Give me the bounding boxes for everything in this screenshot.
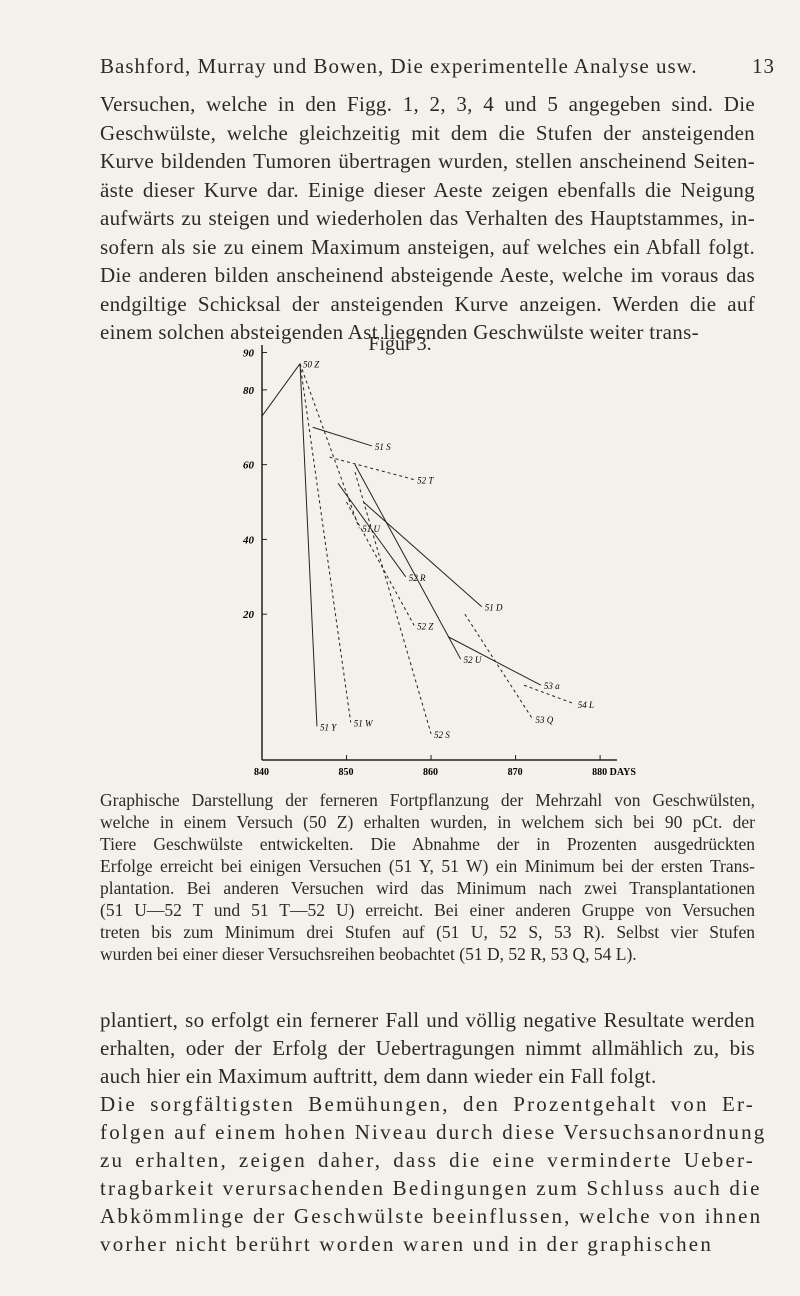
page-number: 13 xyxy=(752,54,775,78)
text-line: plantation. Bei anderen Versuchen wird d… xyxy=(100,878,755,898)
text-line: Geschwülste, welche gleichzeitig mit dem… xyxy=(100,120,755,145)
x-tick-label: 860 xyxy=(423,767,438,778)
text-line: äste dieser Kurve dar. Einige dieser Aes… xyxy=(100,177,755,202)
y-tick-label: 80 xyxy=(243,385,255,397)
series-line xyxy=(299,363,360,529)
series-label: 51 D xyxy=(485,603,503,613)
text-line: welche in einem Versuch (50 Z) erhalten … xyxy=(100,812,755,832)
text-line: endgiltige Schicksal der ansteigenden Ku… xyxy=(100,291,755,316)
text-line: wurden bei einer dieser Versuchsreihen b… xyxy=(100,944,637,964)
series-label: 52 Z xyxy=(417,621,434,631)
text-line: vorher nicht berührt worden waren und in… xyxy=(100,1232,714,1256)
series-label: 50 Z xyxy=(303,360,320,370)
figure-label: Figur 3. xyxy=(368,333,432,355)
text-line: erhalten, oder der Erfolg der Uebertragu… xyxy=(100,1036,755,1060)
y-tick-label: 90 xyxy=(243,347,255,359)
series-line xyxy=(363,501,483,608)
series-label: 54 L xyxy=(578,700,594,710)
series-line xyxy=(464,613,533,720)
series-line xyxy=(329,456,415,481)
text-line: Erfolge erreicht bei einigen Versuchen (… xyxy=(100,856,755,876)
text-line: Kurve bildenden Tumoren übertragen wurde… xyxy=(100,149,755,173)
text-line: folgen auf einem hohen Niveau durch dies… xyxy=(100,1120,767,1144)
series-label: 53 a xyxy=(544,681,560,691)
text-line: Die anderen bilden anscheinend absteigen… xyxy=(100,263,755,287)
y-tick-label: 20 xyxy=(242,609,255,621)
text-line: (51 U—52 T und 51 T—52 U) erreicht. Bei … xyxy=(100,900,755,920)
series-line xyxy=(447,636,542,686)
series-label: 52 U xyxy=(464,655,482,665)
x-tick-label: 840 xyxy=(254,767,269,778)
text-line: auch hier ein Maximum auftritt, dem dann… xyxy=(100,1064,657,1088)
text-line: Tiere Geschwülste entwickelten. Die Abna… xyxy=(100,834,755,854)
running-title: Bashford, Murray und Bowen, Die experime… xyxy=(100,54,698,78)
y-tick-label: 60 xyxy=(243,460,255,472)
x-tick-label: 850 xyxy=(339,767,354,778)
series-line xyxy=(261,363,301,417)
series-line xyxy=(299,363,318,727)
text-line: Die sorgfältigsten Bemühungen, den Proze… xyxy=(100,1092,755,1116)
text-line: Versuchen, welche in den Figg. 1, 2, 3, … xyxy=(100,92,755,116)
text-line: treten bis zum Minimum drei Stufen auf (… xyxy=(100,922,755,942)
text-line: Abkömmlinge der Geschwülste beeinflussen… xyxy=(100,1204,763,1228)
y-tick-label: 40 xyxy=(242,534,255,546)
series-label: 52 T xyxy=(417,476,434,486)
text-line: sofern als sie zu einem Maximum ansteige… xyxy=(100,234,755,259)
series-line xyxy=(354,464,462,660)
text-line: plantiert, so erfolgt ein fernerer Fall … xyxy=(100,1008,755,1032)
text-line: Graphische Darstellung der ferneren Fort… xyxy=(100,790,755,810)
series-line xyxy=(299,363,352,723)
series-label: 51 W xyxy=(354,719,374,729)
series-line xyxy=(312,426,373,447)
series-line xyxy=(346,501,415,626)
series-line xyxy=(354,471,432,734)
text-line: einem solchen absteigenden Ast liegenden… xyxy=(100,320,699,344)
series-label: 53 Q xyxy=(535,715,553,725)
text-line: tragbarkeit verursachenden Bedingungen z… xyxy=(100,1176,762,1200)
text-line: aufwärts zu steigen und wiederholen das … xyxy=(100,206,755,230)
series-label: 52 S xyxy=(434,730,450,740)
text-line: zu erhalten, zeigen daher, dass die eine… xyxy=(100,1148,755,1172)
x-tick-label: 870 xyxy=(508,767,523,778)
series-label: 52 R xyxy=(409,573,426,583)
series-label: 51 S xyxy=(375,442,391,452)
series-label: 51 Y xyxy=(320,722,337,732)
x-tick-label: 880 DAYS xyxy=(592,767,636,778)
